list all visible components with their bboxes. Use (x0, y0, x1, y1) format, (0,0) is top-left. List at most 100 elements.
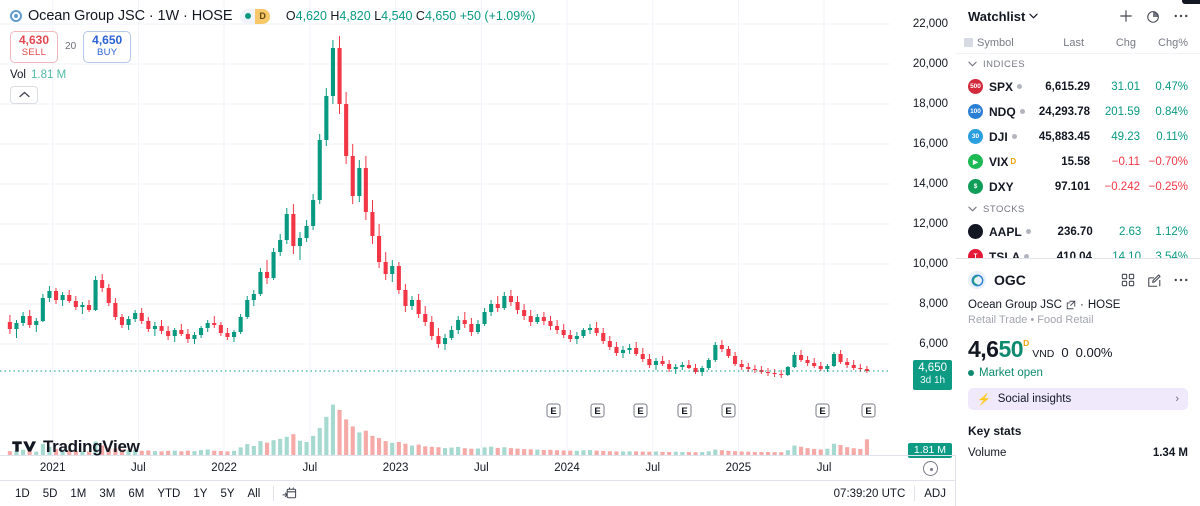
range-button-all[interactable]: All (247, 487, 261, 500)
range-button-1d[interactable]: 1D (15, 487, 30, 500)
range-button-5y[interactable]: 5Y (220, 487, 235, 500)
detail-change: 0 (1061, 345, 1069, 360)
date-range-icon[interactable] (282, 486, 297, 501)
watchlist-row-dxy[interactable]: $ DXY 97.101 −0.242 −0.25% (956, 174, 1200, 199)
market-dot-icon (1025, 229, 1031, 234)
last-price: 6,615.29 (1045, 80, 1090, 93)
change-percent: −0.70% (1148, 155, 1188, 168)
symbol-logo-icon: T (968, 249, 983, 258)
price-tick: 16,000 (912, 138, 948, 150)
page-title[interactable]: Ocean Group JSC · 1W · HOSE (28, 8, 233, 24)
range-button-6m[interactable]: 6M (128, 487, 145, 500)
detail-price-row: 4,650 D VND 0 0.00% (968, 336, 1188, 363)
time-tick: 2023 (382, 462, 409, 474)
green-dot-icon (240, 13, 255, 19)
timezone-clock-icon[interactable] (923, 461, 938, 476)
watchlist-group-indices[interactable]: INDICES (956, 54, 1200, 74)
divider (273, 486, 275, 501)
time-scale[interactable]: 2021 Jul 2022 Jul 2023 Jul 2024 Jul 2025 Jul (0, 455, 956, 480)
more-horizontal-icon[interactable] (1174, 278, 1188, 282)
symbol-name: TSLA (989, 249, 1021, 259)
bottom-toolbar: 1D 5D 1M 3M 6M YTD 1Y 5Y All 07:39:20 UTC ADJ (0, 480, 956, 506)
sell-button[interactable]: 4,630 SELL (10, 31, 59, 63)
range-button-1m[interactable]: 1M (70, 487, 87, 500)
range-button-1y[interactable]: 1Y (193, 487, 208, 500)
svg-text:E: E (865, 406, 871, 417)
range-button-ytd[interactable]: YTD (157, 487, 181, 500)
time-tick: Jul (816, 462, 832, 474)
last-price: 236.70 (1057, 225, 1093, 238)
market-dot-icon (1024, 254, 1030, 258)
column-last[interactable]: Last (1063, 36, 1084, 49)
detail-company-row: Ocean Group JSC · HOSE (968, 299, 1188, 311)
edit-pencil-icon[interactable] (1147, 273, 1162, 288)
symbol-logo-icon: ▶ (968, 154, 983, 169)
data-status-pill[interactable]: D (240, 8, 270, 24)
column-chgp[interactable]: Chg% (1158, 36, 1188, 49)
price-tick: 14,000 (912, 178, 948, 190)
watchlist-row-spx[interactable]: 500 SPX 6,615.29 31.01 0.47% (956, 74, 1200, 99)
social-insights-button[interactable]: ⚡ Social insights › (968, 388, 1188, 410)
symbol-logo-icon: 30 (968, 129, 983, 144)
volume-legend: Vol 1.81 M (10, 69, 535, 81)
watchlist-row-dji[interactable]: 30 DJI 45,883.45 49.23 0.11% (956, 124, 1200, 149)
change-percent: 0.84% (1155, 105, 1188, 118)
price-tick: 12,000 (912, 218, 948, 230)
sell-label: SELL (21, 46, 47, 58)
volume-label: Vol (10, 68, 26, 81)
change-value: 2.63 (1118, 225, 1142, 238)
stat-value: 1.34 M (1152, 447, 1188, 459)
watchlist-group-stocks[interactable]: STOCKS (956, 199, 1200, 219)
column-symbol[interactable]: Symbol (964, 37, 1032, 49)
grid-view-icon[interactable] (1121, 273, 1135, 287)
lightning-bolt-icon: ⚡ (977, 393, 991, 406)
symbol-name: AAPL (989, 224, 1022, 239)
last-price: 24,293.78 (1038, 105, 1090, 118)
watchlist-row-tsla[interactable]: T TSLA 410.04 14.10 3.54% (956, 244, 1200, 258)
plus-icon[interactable] (1119, 9, 1133, 23)
watchlist-row-aapl[interactable]: AAPL 236.70 2.63 1.12% (956, 219, 1200, 244)
delayed-badge: D (255, 8, 270, 24)
utc-clock: 07:39:20 UTC (833, 487, 906, 500)
buy-sell-row: 4,630 SELL 20 4,650 BUY (10, 31, 535, 63)
range-button-5d[interactable]: 5D (42, 487, 58, 500)
svg-text:E: E (681, 406, 687, 417)
source-circle-icon (10, 10, 22, 22)
watchlist-title[interactable]: Watchlist (968, 8, 1026, 24)
detail-ticker: OGC (994, 272, 1026, 288)
watchlist-actions (1119, 9, 1188, 24)
column-chg[interactable]: Chg (1115, 36, 1136, 49)
detail-change-pct: 0.00% (1075, 345, 1113, 360)
collapse-pane-button[interactable] (10, 85, 38, 104)
last-price-value: 4,650 (918, 362, 947, 374)
chevron-down-icon (968, 61, 977, 67)
change-percent: −0.25% (1148, 180, 1188, 193)
watchlist-rows[interactable]: INDICES 500 SPX 6,615.29 31.01 0.47% 100 NDQ 24,… (956, 54, 1200, 258)
chart-legend: Ocean Group JSC · 1W · HOSE D O4,620 H4,… (10, 6, 535, 104)
bar-countdown: 3d 1h (920, 375, 946, 387)
market-status: Market open (968, 367, 1188, 379)
watchlist-row-ndq[interactable]: 100 NDQ 24,293.78 201.59 0.84% (956, 99, 1200, 124)
currency-label: VND (1032, 348, 1055, 360)
company-name[interactable]: Ocean Group JSC (968, 299, 1062, 311)
change-value: −0.242 (1104, 180, 1141, 193)
range-button-3m[interactable]: 3M (99, 487, 116, 500)
pie-chart-icon[interactable] (1146, 9, 1161, 24)
chevron-down-icon[interactable] (1029, 13, 1038, 19)
spread-value: 20 (65, 41, 77, 53)
price-tick: 18,000 (912, 98, 948, 110)
price-scale[interactable]: 22,000 20,000 18,000 16,000 14,000 12,000 10,0… (890, 0, 956, 458)
buy-button[interactable]: 4,650 BUY (83, 31, 132, 63)
external-link-icon[interactable] (1066, 300, 1076, 310)
time-tick: Jul (131, 462, 146, 474)
adjustment-button[interactable]: ADJ (924, 487, 946, 500)
watchlist-row-vix[interactable]: ▶ VIX D 15.58 −0.11 −0.70% (956, 149, 1200, 174)
delayed-superscript: D (1010, 157, 1017, 166)
market-dot-icon (1019, 109, 1025, 114)
svg-text:E: E (637, 406, 643, 417)
svg-text:E: E (819, 406, 825, 417)
time-tick: Jul (473, 462, 489, 474)
more-horizontal-icon[interactable] (1174, 14, 1188, 18)
chevron-up-icon (18, 91, 30, 98)
